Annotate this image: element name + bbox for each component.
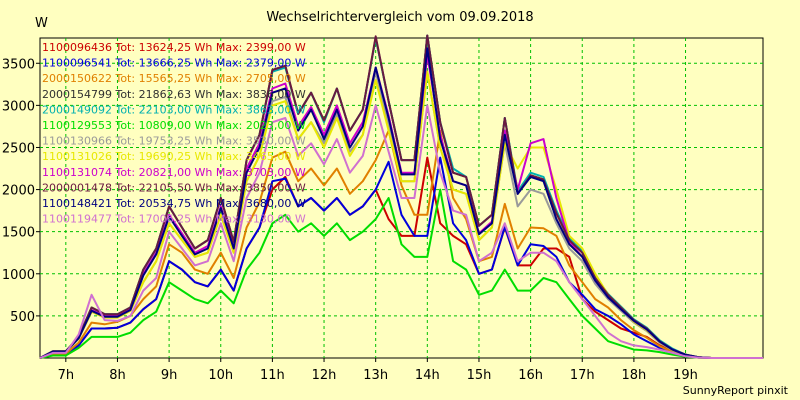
series-line-12 bbox=[39, 104, 763, 359]
legend-entry-3: 2000150622 Tot: 15565,25 Wh Max: 2705,00… bbox=[42, 72, 306, 85]
x-tick-label: 11h bbox=[260, 368, 285, 383]
x-tick-label: 14h bbox=[415, 368, 440, 383]
y-tick-label: 3500 bbox=[2, 57, 35, 72]
y-tick-label: 1500 bbox=[2, 226, 35, 241]
series-line-3 bbox=[39, 129, 763, 359]
x-tick-label: 10h bbox=[208, 368, 233, 383]
x-tick-label: 16h bbox=[518, 368, 543, 383]
x-tick-label: 8h bbox=[109, 368, 126, 383]
x-tick-label: 15h bbox=[467, 368, 492, 383]
y-tick-label: 500 bbox=[10, 310, 35, 325]
y-tick-label: 3000 bbox=[2, 99, 35, 114]
y-tick-label: 2000 bbox=[2, 184, 35, 199]
x-tick-label: 9h bbox=[161, 368, 178, 383]
y-tick-label: 2500 bbox=[2, 141, 35, 156]
legend-entry-7: 1100130966 Tot: 19753,25 Wh Max: 3530,00… bbox=[42, 135, 306, 148]
x-tick-label: 12h bbox=[312, 368, 337, 383]
x-tick-label: 17h bbox=[570, 368, 595, 383]
y-tick-label: 1000 bbox=[2, 268, 35, 283]
legend-entry-6: 1100129553 Tot: 10809,00 Wh Max: 2023,00… bbox=[42, 119, 306, 132]
legend-entry-1: 1100096436 Tot: 13624,25 Wh Max: 2399,00… bbox=[42, 41, 306, 54]
legend-entry-9: 1100131074 Tot: 20821,00 Wh Max: 3703,00… bbox=[42, 166, 306, 179]
legend-entry-8: 1100131026 Tot: 19690,25 Wh Max: 3465,00… bbox=[42, 150, 306, 163]
footer-credit: SunnyReport pinxit bbox=[682, 384, 788, 397]
series-line-2 bbox=[39, 156, 763, 359]
legend-entry-12: 1100119477 Tot: 17006,25 Wh Max: 3130,00… bbox=[42, 213, 306, 226]
series-line-6 bbox=[39, 188, 763, 359]
legend-entry-10: 2000001478 Tot: 22105,50 Wh Max: 3850,00… bbox=[42, 181, 306, 194]
chart-title: Wechselrichtervergleich vom 09.09.2018 bbox=[266, 10, 534, 25]
x-tick-label: 13h bbox=[363, 368, 388, 383]
legend-entry-5: 2000149092 Tot: 22103,00 Wh Max: 3863,00… bbox=[42, 103, 306, 116]
x-tick-label: 7h bbox=[58, 368, 75, 383]
legend-entry-11: 1100148421 Tot: 20534,75 Wh Max: 3680,00… bbox=[42, 197, 306, 210]
legend-entry-4: 2000154799 Tot: 21862,63 Wh Max: 3836,00… bbox=[42, 88, 306, 101]
y-axis-unit: W bbox=[35, 16, 48, 31]
x-tick-label: 18h bbox=[622, 368, 647, 383]
legend-entry-2: 1100096541 Tot: 13666,25 Wh Max: 2379,00… bbox=[42, 57, 306, 70]
series-line-11 bbox=[39, 47, 763, 359]
x-tick-label: 19h bbox=[673, 368, 698, 383]
